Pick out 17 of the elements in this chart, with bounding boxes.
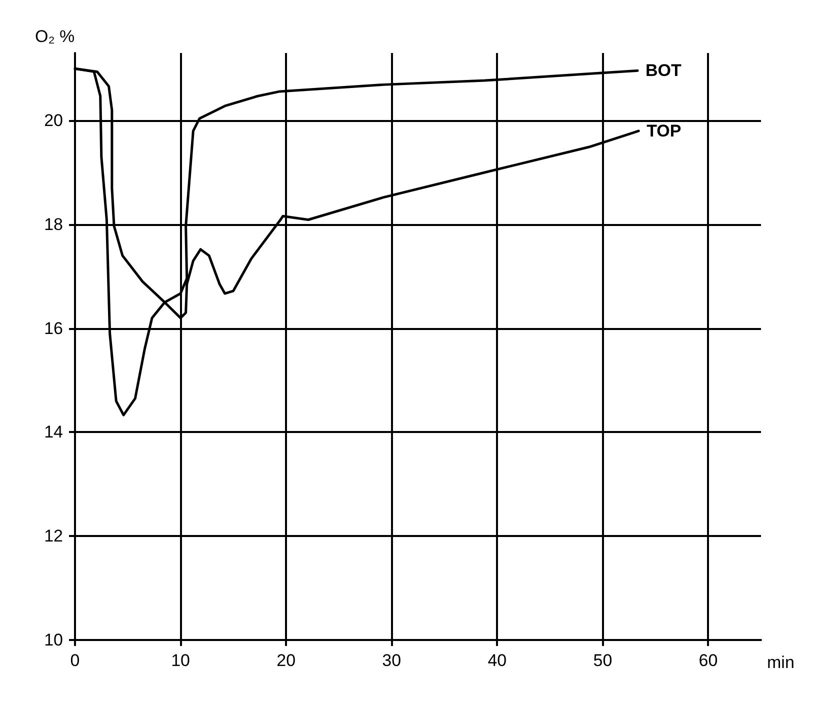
x-tick-label: 60 bbox=[698, 651, 718, 670]
y-tick-label: 12 bbox=[44, 526, 63, 546]
x-tick-label: 20 bbox=[276, 651, 296, 670]
series-label: BOT bbox=[646, 61, 682, 80]
x-tick-label: 50 bbox=[593, 651, 612, 670]
x-tick-label: 30 bbox=[382, 651, 402, 670]
x-tick-label: 40 bbox=[488, 651, 507, 670]
y-tick-label: 20 bbox=[44, 111, 63, 130]
x-axis-title: min bbox=[767, 653, 794, 672]
x-tick-label: 0 bbox=[70, 651, 80, 670]
y-axis-title: O₂ % bbox=[35, 27, 75, 46]
y-tick-label: 14 bbox=[44, 422, 63, 442]
x-tick-label: 10 bbox=[171, 651, 190, 670]
y-tick-label: 16 bbox=[44, 318, 63, 338]
y-tick-label: 10 bbox=[44, 630, 63, 650]
series-label: TOP bbox=[646, 121, 682, 140]
y-tick-label: 18 bbox=[44, 214, 63, 234]
